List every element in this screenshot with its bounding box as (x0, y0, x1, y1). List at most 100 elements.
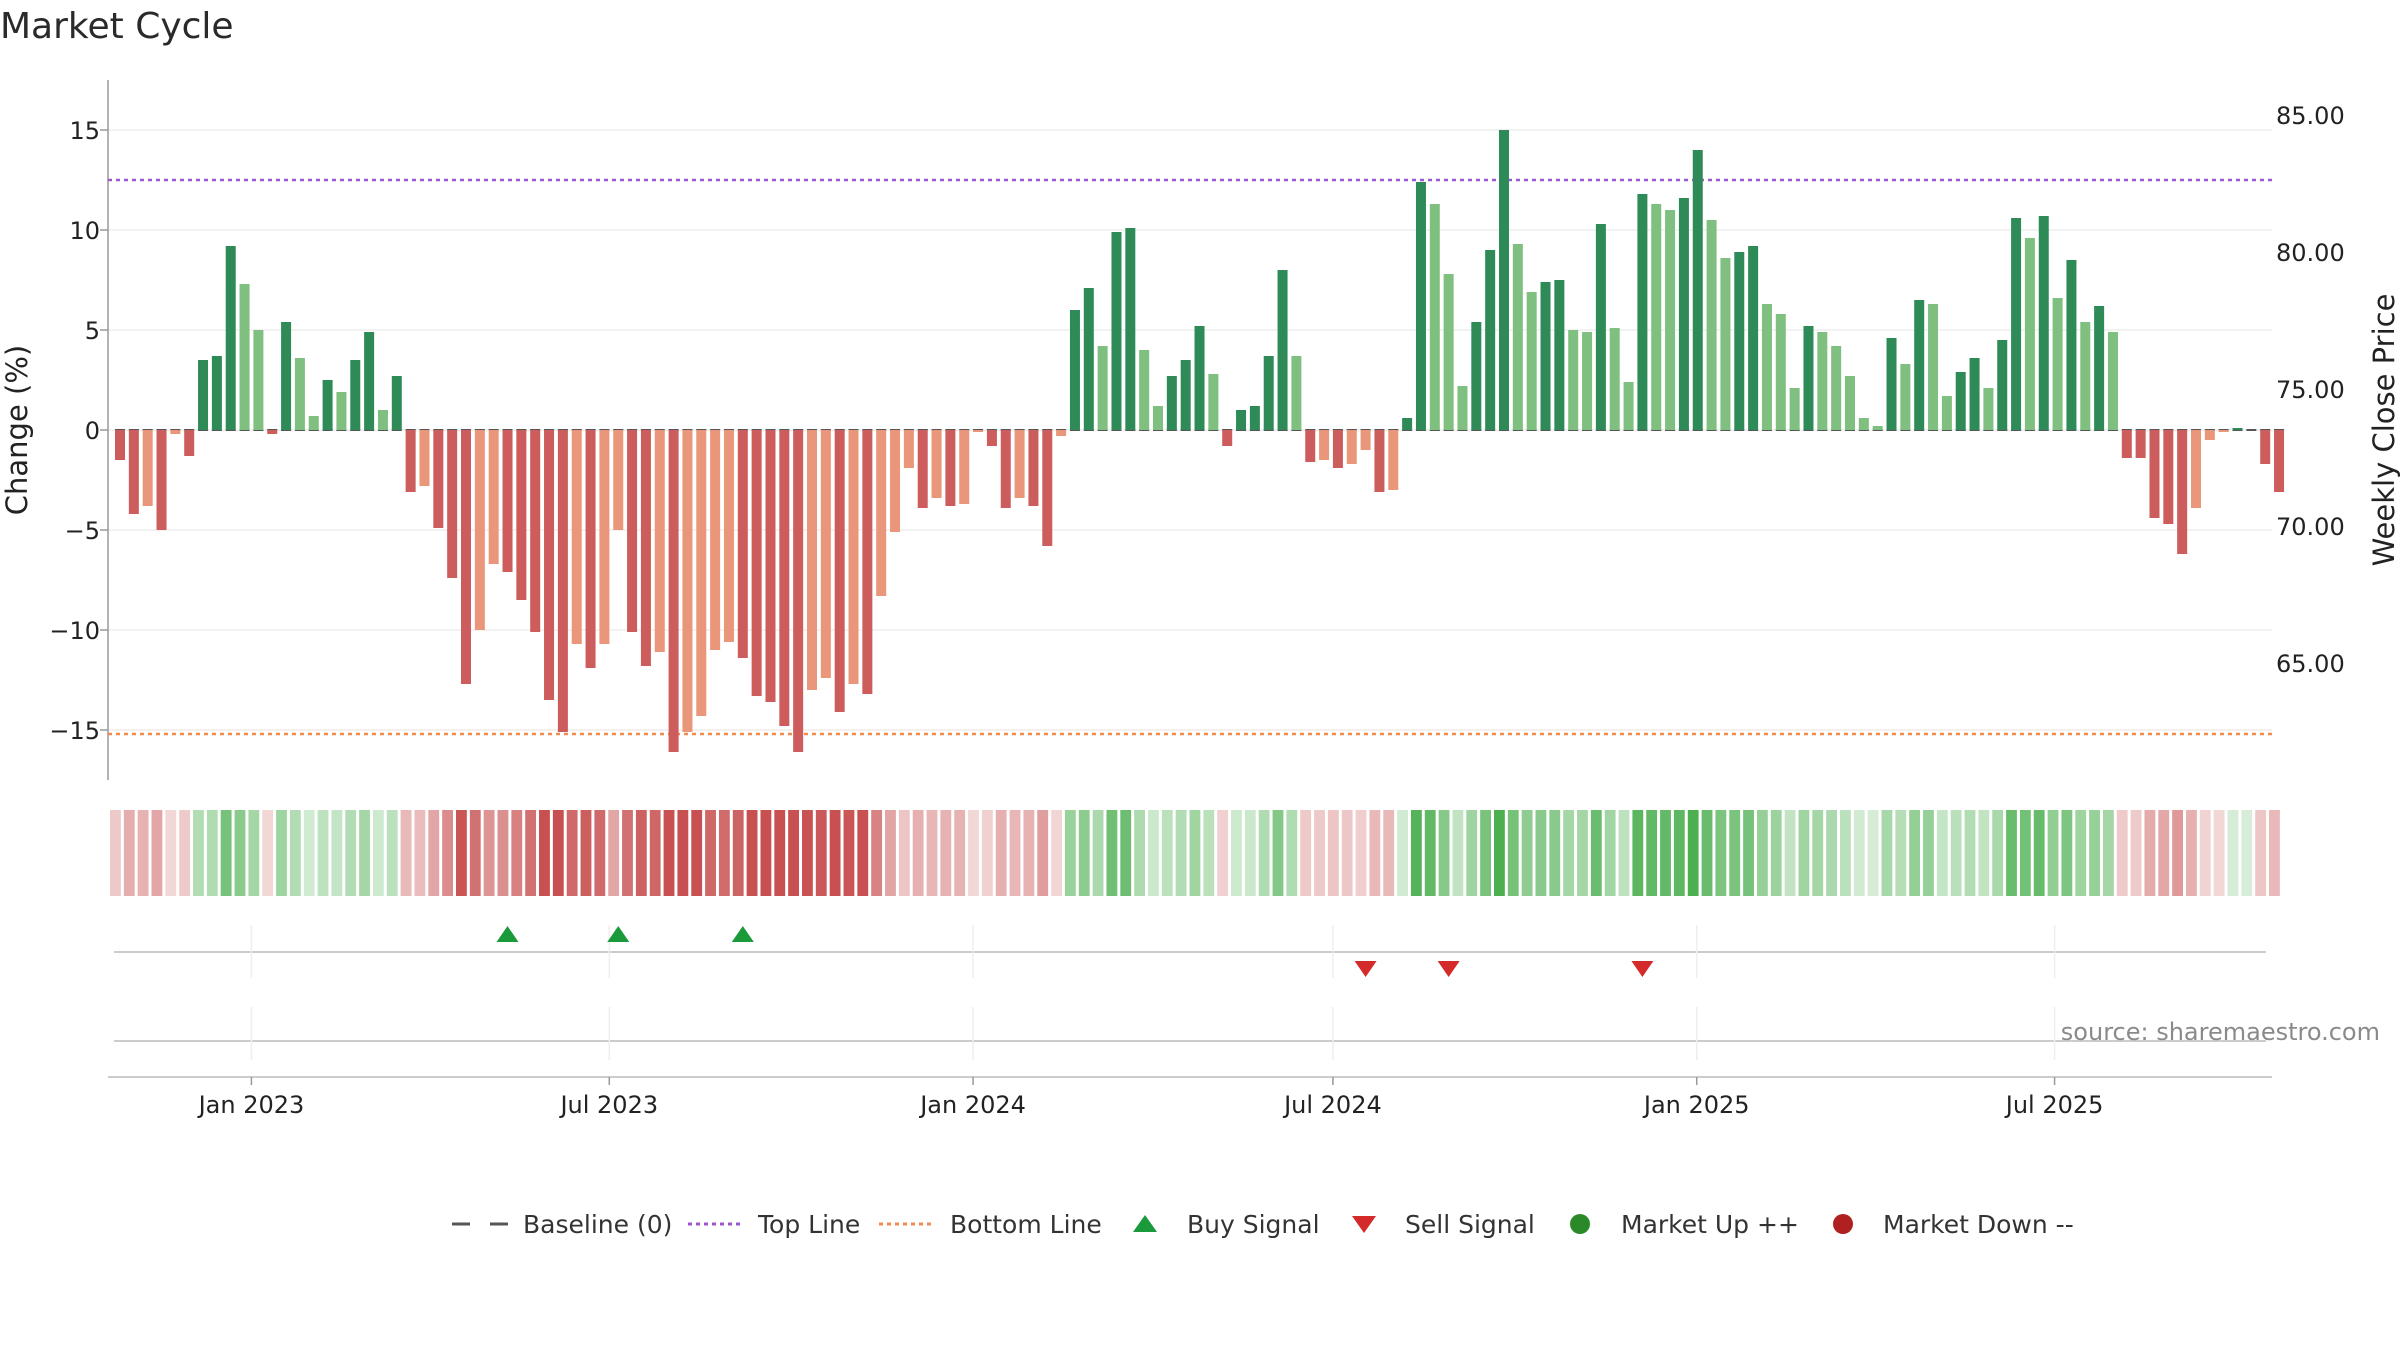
bar (640, 430, 651, 666)
heat-cell (1577, 810, 1588, 896)
bar (765, 430, 776, 702)
heat-cell (1078, 810, 1090, 896)
heat-cell (1867, 810, 1879, 896)
heat-cell (885, 810, 896, 896)
bar (1263, 356, 1274, 430)
bar (530, 430, 541, 632)
y2-tick-label: 80.00 (2276, 239, 2345, 267)
bar (198, 360, 209, 430)
bar (557, 430, 568, 732)
bar (627, 430, 638, 632)
heat-cell (1023, 810, 1035, 896)
heat-cell (276, 810, 287, 896)
heat-cell (1549, 810, 1561, 896)
bar (1761, 304, 1772, 430)
bar (1928, 304, 1939, 430)
bar (336, 392, 347, 430)
heat-cell (469, 810, 481, 896)
bar (682, 430, 693, 732)
bar (1845, 376, 1855, 430)
bar (1997, 340, 2008, 430)
heat-cell (774, 810, 786, 896)
bar (945, 430, 956, 506)
heat-cell (1826, 810, 1837, 896)
legend-label: Top Line (757, 1210, 860, 1239)
heat-cell (151, 810, 163, 896)
bar (862, 430, 873, 694)
heat-cell (123, 810, 135, 896)
heat-cell (1936, 810, 1948, 896)
heat-cell (1452, 810, 1464, 896)
heat-cell (2255, 810, 2267, 896)
bar (2135, 430, 2146, 458)
heat-cell (400, 810, 412, 896)
heat-cell (552, 810, 564, 896)
bar (1332, 430, 1343, 468)
heat-cell (1051, 810, 1062, 896)
heat-cell (428, 810, 440, 896)
bar (834, 430, 845, 712)
bar (2191, 430, 2201, 508)
bar (1748, 246, 1759, 430)
bar (1582, 332, 1593, 430)
y2-tick-label: 75.00 (2276, 376, 2345, 404)
bar (1595, 224, 1606, 430)
bar (1069, 310, 1080, 430)
heat-cell (2089, 810, 2100, 896)
bar (461, 430, 471, 684)
bar (973, 430, 984, 432)
bar (1180, 360, 1191, 430)
heat-cell (1494, 810, 1505, 896)
legend: Baseline (0) Top Line Bottom Line Buy Signa… (452, 1210, 2074, 1239)
bar (1111, 232, 1122, 430)
bar (225, 246, 236, 430)
heat-cell (1300, 810, 1312, 896)
bar (2163, 430, 2174, 524)
sell-signal-marker (1631, 961, 1654, 977)
buy-signal-marker (607, 926, 630, 942)
x-tick-label: Jan 2025 (1642, 1091, 1750, 1119)
heat-cell (1840, 810, 1851, 896)
bar (779, 430, 790, 726)
bar (848, 430, 859, 684)
bar (544, 430, 555, 700)
heat-cell (2186, 810, 2197, 896)
heat-cell (456, 810, 467, 896)
bar (807, 430, 817, 690)
y2-tick-label: 65.00 (2276, 650, 2345, 678)
legend-market-down-swatch (1833, 1214, 1853, 1234)
bar (474, 430, 485, 630)
heat-cell (1258, 810, 1270, 896)
heat-cell (2130, 810, 2142, 896)
heat-cell (1009, 810, 1021, 896)
heat-cell (165, 810, 177, 896)
heat-cell (1770, 810, 1782, 896)
bar (1651, 204, 1662, 430)
bar (170, 430, 181, 434)
bar (2038, 216, 2049, 430)
y-axis-label: Change (%) (0, 345, 34, 515)
bar (253, 330, 264, 430)
heat-cell (954, 810, 966, 896)
heat-cell (497, 810, 509, 896)
heat-cell (981, 810, 993, 896)
bar (1457, 386, 1468, 430)
heat-cell (1701, 810, 1713, 896)
heat-cell (2199, 810, 2211, 896)
heat-cell (1853, 810, 1865, 896)
bar (115, 430, 125, 460)
bar (211, 356, 222, 430)
heat-cell (179, 810, 191, 896)
bar (1485, 250, 1496, 430)
bar (405, 430, 416, 492)
bar (1900, 364, 1911, 430)
heat-cell (539, 810, 550, 896)
bar (1222, 430, 1233, 446)
heat-cell (1383, 810, 1395, 896)
bar (2066, 260, 2077, 430)
heat-cell (331, 810, 343, 896)
bar (737, 430, 748, 658)
bar (308, 416, 319, 430)
bar (1194, 326, 1205, 430)
buy-signal-marker (731, 926, 754, 942)
